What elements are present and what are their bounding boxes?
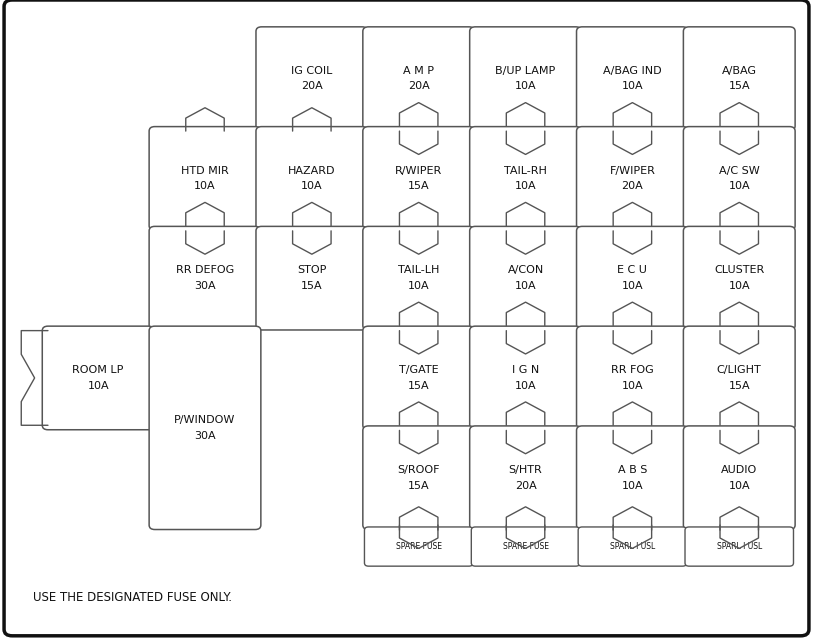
Text: RR DEFOG
30A: RR DEFOG 30A — [176, 265, 234, 291]
FancyBboxPatch shape — [470, 27, 581, 130]
Text: S/ROOF
15A: S/ROOF 15A — [398, 465, 440, 491]
Text: AUDIO
10A: AUDIO 10A — [721, 465, 758, 491]
FancyBboxPatch shape — [256, 127, 367, 230]
Text: R/WIPER
15A: R/WIPER 15A — [395, 166, 442, 191]
FancyBboxPatch shape — [42, 326, 154, 430]
Text: A M P
20A: A M P 20A — [403, 66, 434, 91]
FancyBboxPatch shape — [684, 226, 795, 330]
FancyBboxPatch shape — [363, 426, 475, 530]
FancyBboxPatch shape — [149, 127, 261, 230]
FancyBboxPatch shape — [149, 326, 261, 530]
FancyBboxPatch shape — [685, 527, 793, 566]
Text: SPARE FUSE: SPARE FUSE — [502, 542, 549, 551]
FancyBboxPatch shape — [684, 127, 795, 230]
FancyBboxPatch shape — [472, 527, 580, 566]
Text: SPARL I USL: SPARL I USL — [716, 542, 762, 551]
FancyBboxPatch shape — [470, 127, 581, 230]
FancyBboxPatch shape — [363, 326, 475, 430]
FancyBboxPatch shape — [256, 226, 367, 330]
Text: A/BAG IND
10A: A/BAG IND 10A — [603, 66, 662, 91]
Text: CLUSTER
10A: CLUSTER 10A — [714, 265, 764, 291]
FancyBboxPatch shape — [4, 0, 809, 636]
FancyBboxPatch shape — [363, 27, 475, 130]
Text: T/GATE
15A: T/GATE 15A — [399, 365, 438, 390]
FancyBboxPatch shape — [470, 426, 581, 530]
Text: B/UP LAMP
10A: B/UP LAMP 10A — [495, 66, 555, 91]
Text: USE THE DESIGNATED FUSE ONLY.: USE THE DESIGNATED FUSE ONLY. — [33, 591, 232, 604]
Text: HAZARD
10A: HAZARD 10A — [288, 166, 336, 191]
Text: F/WIPER
20A: F/WIPER 20A — [610, 166, 655, 191]
Text: HTD MIR
10A: HTD MIR 10A — [181, 166, 229, 191]
Text: A/C SW
10A: A/C SW 10A — [719, 166, 759, 191]
Text: P/WINDOW
30A: P/WINDOW 30A — [174, 415, 236, 441]
Text: E C U
10A: E C U 10A — [617, 265, 647, 291]
Text: C/LIGHT
15A: C/LIGHT 15A — [717, 365, 762, 390]
FancyBboxPatch shape — [684, 326, 795, 430]
FancyBboxPatch shape — [576, 127, 689, 230]
Text: IG COIL
20A: IG COIL 20A — [291, 66, 333, 91]
Text: TAIL-RH
10A: TAIL-RH 10A — [504, 166, 547, 191]
Text: S/HTR
20A: S/HTR 20A — [509, 465, 542, 491]
FancyBboxPatch shape — [684, 426, 795, 530]
FancyBboxPatch shape — [256, 27, 367, 130]
FancyBboxPatch shape — [363, 127, 475, 230]
FancyBboxPatch shape — [364, 527, 473, 566]
FancyBboxPatch shape — [576, 226, 689, 330]
Text: TAIL-LH
10A: TAIL-LH 10A — [398, 265, 439, 291]
FancyBboxPatch shape — [576, 27, 689, 130]
FancyBboxPatch shape — [684, 27, 795, 130]
Text: ROOM LP
10A: ROOM LP 10A — [72, 365, 124, 390]
FancyBboxPatch shape — [363, 226, 475, 330]
FancyBboxPatch shape — [576, 426, 689, 530]
Text: A/BAG
15A: A/BAG 15A — [722, 66, 757, 91]
Text: SPARL I USL: SPARL I USL — [610, 542, 655, 551]
Text: A/CON
10A: A/CON 10A — [507, 265, 544, 291]
Text: RR FOG
10A: RR FOG 10A — [611, 365, 654, 390]
Text: STOP
15A: STOP 15A — [298, 265, 327, 291]
FancyBboxPatch shape — [149, 226, 261, 330]
FancyBboxPatch shape — [470, 226, 581, 330]
FancyBboxPatch shape — [470, 326, 581, 430]
Text: I G N
10A: I G N 10A — [512, 365, 539, 390]
FancyBboxPatch shape — [576, 326, 689, 430]
Text: A B S
10A: A B S 10A — [618, 465, 647, 491]
Text: SPARE FUSE: SPARE FUSE — [396, 542, 441, 551]
FancyBboxPatch shape — [578, 527, 687, 566]
